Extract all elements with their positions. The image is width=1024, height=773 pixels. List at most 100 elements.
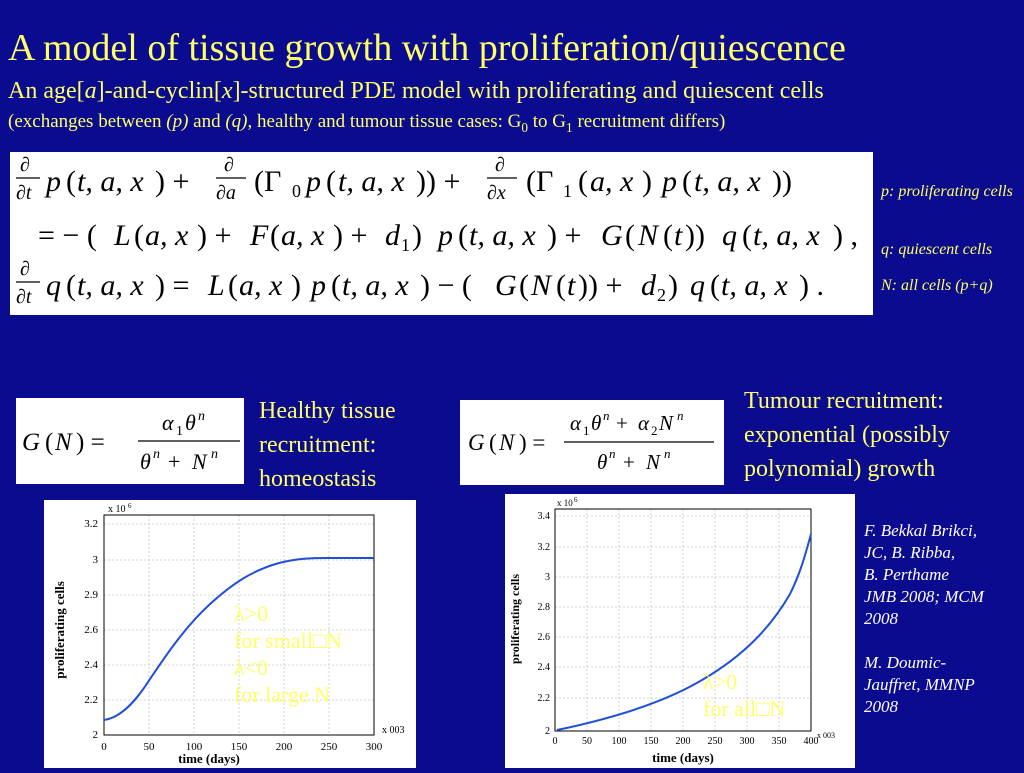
plot2-xtick: 0 — [553, 736, 558, 747]
svg-text:t: t — [567, 269, 576, 302]
plot2-ytick: 2.4 — [538, 662, 551, 673]
plot1-grid — [104, 515, 374, 735]
subtitle-var-x: x — [221, 78, 233, 104]
svg-text:N: N — [54, 429, 73, 456]
svg-text:1: 1 — [401, 235, 410, 255]
plot2-ytick: 3 — [545, 572, 550, 583]
legend-p: p: proliferating cells — [881, 183, 1013, 200]
svg-text:2: 2 — [657, 285, 666, 305]
svg-text:1: 1 — [563, 181, 572, 201]
svg-text:n: n — [603, 408, 610, 423]
svg-text:p: p — [304, 165, 321, 198]
plot2-xtick: 50 — [582, 736, 592, 747]
reference-line: Jauffret, MMNP — [864, 675, 975, 694]
svg-text:(: ( — [742, 219, 752, 252]
svg-text:t, a, x: t, a, x — [694, 165, 761, 198]
svg-text:= − (: = − ( — [38, 219, 97, 252]
plot2-curve — [556, 533, 812, 731]
plot1-note-line: λ>0 — [234, 601, 269, 626]
plot1-note-line: for small□N — [234, 628, 342, 653]
plot2-ytick: 3.2 — [538, 542, 551, 553]
svg-text:n: n — [211, 447, 218, 462]
svg-text:N: N — [637, 219, 660, 252]
plot2-grid — [555, 509, 811, 731]
svg-text:G: G — [468, 430, 485, 455]
healthy-caption-line: Healthy tissue — [259, 398, 396, 424]
svg-text:q: q — [46, 269, 61, 302]
svg-text:∂: ∂ — [224, 154, 234, 176]
subtitle-text: An age[ — [8, 78, 85, 104]
plot2-ytick: 2 — [545, 726, 550, 737]
svg-text:(Γ: (Γ — [526, 165, 553, 198]
svg-text:) +: ) + — [547, 219, 581, 252]
svg-text:): ) — [412, 219, 422, 252]
svg-text:(Γ: (Γ — [254, 165, 281, 198]
svg-text:p: p — [660, 165, 677, 198]
reference-line: 2008 — [864, 609, 898, 628]
svg-text:θ: θ — [597, 450, 607, 474]
healthy-plot-svg: 3.2 3 2.9 2.6 2.4 2.2 2 0 50 100 150 200… — [52, 502, 405, 766]
plot1-xtick: 200 — [276, 741, 293, 753]
svg-text:G: G — [601, 219, 623, 252]
svg-text:a, x: a, x — [590, 165, 634, 198]
plot1-xtick: 100 — [186, 741, 203, 753]
svg-text:L: L — [113, 219, 131, 252]
plot1-xlabel: time (days) — [178, 751, 240, 766]
svg-text:∂: ∂ — [20, 154, 30, 176]
plot1-yexp: x 10 — [108, 504, 126, 515]
svg-text:G: G — [22, 429, 40, 456]
sub2-text: to G — [528, 111, 567, 132]
reference-line: B. Perthame — [864, 565, 949, 584]
svg-text:) =: ) = — [155, 269, 189, 302]
svg-text:p: p — [44, 165, 61, 198]
svg-text:(: ( — [458, 219, 468, 252]
svg-text:t: t — [674, 219, 683, 252]
plot1-xtick: 300 — [366, 741, 383, 753]
plot1-curve — [103, 557, 374, 721]
svg-text:) =: ) = — [519, 430, 545, 455]
svg-text:) ,: ) , — [833, 219, 858, 252]
svg-text:N: N — [498, 430, 516, 455]
subtitle-text: ]-structured PDE model with proliferatin… — [232, 78, 824, 104]
svg-text:α: α — [162, 410, 174, 435]
sub2-g0: 0 — [521, 119, 529, 135]
svg-text:∂: ∂ — [495, 154, 505, 176]
svg-text:(: ( — [625, 219, 635, 252]
svg-text:α: α — [570, 411, 582, 435]
healthy-formula-svg: G ( N ) = α 1 θ n θ n + N n — [22, 409, 240, 474]
svg-text:(: ( — [710, 269, 720, 302]
reference-line: JC, B. Ribba, — [864, 543, 956, 562]
plot2-note: λ>0 for all□N — [703, 668, 785, 722]
plot2-xlabel: time (days) — [652, 750, 714, 765]
svg-text:p: p — [309, 269, 326, 302]
legend-q: q: quiescent cells — [881, 241, 993, 258]
svg-text:(: ( — [66, 165, 76, 198]
plot1-ylabel: proliferating cells — [52, 581, 67, 679]
tumour-formula: G ( N ) = α 1 θ n + α 2 N n θ n + N n — [460, 400, 724, 485]
healthy-growth-plot: 3.2 3 2.9 2.6 2.4 2.2 2 0 50 100 150 200… — [44, 500, 416, 768]
reference-spacer — [864, 630, 1024, 652]
pde-equations-svg: ∂ ∂t p ( t, a, x ) + ∂ ∂a (Γ 0 p ( t, a,… — [16, 154, 858, 308]
reference-line: M. Doumic- — [864, 653, 947, 672]
svg-text:∂x: ∂x — [487, 182, 506, 204]
plot2-xtick: 400 — [804, 736, 819, 747]
plot2-xticks: 0 50 100 150 200 250 300 350 400 — [553, 736, 819, 747]
svg-text:) − (: ) − ( — [420, 269, 472, 302]
svg-text:(: ( — [489, 430, 497, 455]
sub2-g1: 1 — [566, 119, 573, 135]
svg-text:(: ( — [519, 269, 529, 302]
plot2-ytick: 2.2 — [538, 693, 551, 704]
svg-text:1: 1 — [176, 424, 183, 439]
svg-text:): ) — [668, 269, 678, 302]
svg-text:d: d — [641, 269, 657, 302]
svg-text:L: L — [207, 269, 225, 302]
plot1-xticks: 0 50 100 150 200 250 300 — [101, 741, 383, 753]
subtitle-text: ]-and-cyclin[ — [96, 78, 222, 104]
sub2-p: (p) — [166, 111, 189, 132]
plot1-yexp-power: 6 — [128, 502, 132, 510]
svg-text:∂t: ∂t — [16, 182, 32, 204]
slide-subtitle: An age[a]-and-cyclin[x]-structured PDE m… — [8, 76, 824, 106]
healthy-caption: Healthy tissue recruitment: homeostasis — [259, 394, 396, 496]
svg-text:)) +: )) + — [416, 165, 460, 198]
tumour-formula-svg: G ( N ) = α 1 θ n + α 2 N n θ n + N n — [468, 408, 714, 474]
